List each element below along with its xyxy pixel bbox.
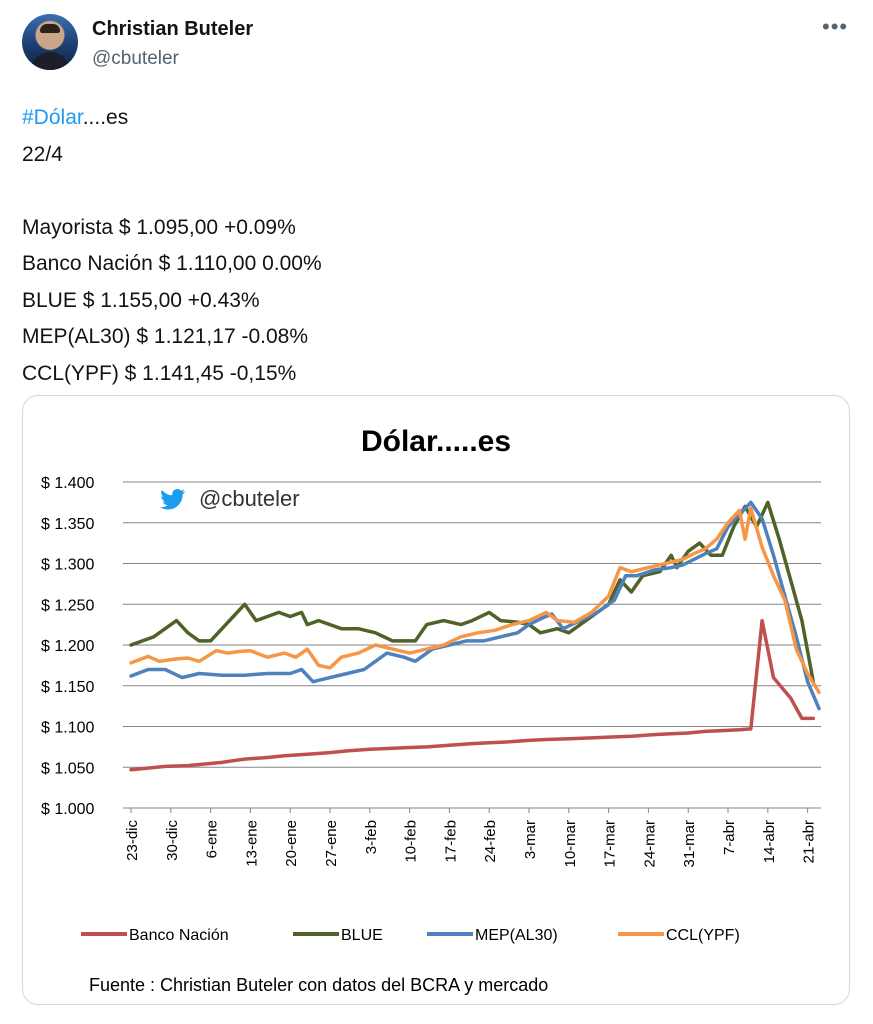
legend-label: MEP(AL30) [475, 927, 558, 944]
legend-label: BLUE [341, 927, 383, 944]
tweet-date: 22/4 [22, 142, 63, 166]
x-tick-label: 24-feb [482, 820, 499, 863]
author-name[interactable]: Christian Buteler [92, 18, 254, 40]
x-tick-label: 3-feb [363, 820, 380, 854]
x-tick-label: 17-feb [442, 820, 459, 863]
chart-source: Fuente : Christian Buteler con datos del… [89, 975, 548, 995]
x-tick-label: 31-mar [681, 820, 698, 868]
series-line-banco-naci-n [129, 618, 816, 772]
x-tick-label: 30-dic [164, 820, 181, 861]
y-tick-label: $ 1.150 [41, 679, 94, 696]
y-tick-label: $ 1.350 [41, 516, 94, 533]
x-tick-label: 13-ene [243, 820, 260, 867]
quote-line: Banco Nación $ 1.110,00 0.00% [22, 252, 322, 275]
tweet-text: #Dólar....es 22/4 Mayorista $ 1.095,00 +… [22, 100, 322, 392]
y-tick-label: $ 1.400 [41, 475, 94, 492]
x-tick-label: 3-mar [522, 820, 539, 859]
y-tick-label: $ 1.200 [41, 638, 94, 655]
y-tick-label: $ 1.050 [41, 760, 94, 777]
avatar[interactable] [22, 14, 78, 70]
tweet-media-image[interactable]: Dólar.....es $ 1.000 $ 1.050 $ 1.100 $ 1.150… [22, 395, 850, 1005]
x-tick-label: 7-abr [721, 820, 738, 855]
x-tick-label: 21-abr [801, 820, 818, 863]
tweet-title-line: #Dólar....es [22, 100, 322, 137]
series-line-ccl-ypf- [129, 506, 821, 695]
quote-line: MEP(AL30) $ 1.121,17 -0.08% [22, 325, 309, 348]
x-tick-label: 10-feb [403, 820, 420, 863]
twitter-bird-icon [160, 489, 186, 510]
x-tick-label: 27-ene [323, 820, 340, 867]
y-tick-label: $ 1.250 [41, 597, 94, 614]
x-tick-label: 17-mar [602, 820, 619, 868]
series-line-mep-al30- [129, 500, 821, 711]
tweet-title-suffix: ....es [82, 106, 129, 129]
quote-line: Mayorista $ 1.095,00 +0.09% [22, 215, 296, 239]
series-line-blue [129, 500, 816, 684]
x-tick-label: 20-ene [283, 820, 300, 867]
chart-watermark: @cbuteler [199, 486, 300, 511]
author-handle[interactable]: @cbuteler [92, 48, 179, 69]
more-options-icon[interactable]: ••• [822, 14, 849, 39]
hashtag-link[interactable]: #Dólar [22, 106, 83, 129]
dollar-chart: Dólar.....es $ 1.000 $ 1.050 $ 1.100 $ 1.150… [41, 425, 821, 995]
x-tick-label: 24-mar [641, 820, 658, 868]
legend-label: Banco Nación [129, 927, 229, 944]
y-tick-label: $ 1.000 [41, 801, 94, 818]
y-tick-label: $ 1.300 [41, 557, 94, 574]
blank-line [22, 173, 322, 210]
x-tick-label: 23-dic [124, 820, 141, 861]
chart-title: Dólar.....es [361, 425, 511, 458]
x-tick-label: 6-ene [204, 820, 221, 858]
quote-line: BLUE $ 1.155,00 +0.43% [22, 288, 260, 312]
y-tick-label: $ 1.100 [41, 720, 94, 737]
x-tick-label: 14-abr [761, 820, 778, 863]
legend-label: CCL(YPF) [666, 927, 740, 944]
x-tick-label: 10-mar [562, 820, 579, 868]
quote-line: CCL(YPF) $ 1.141,45 -0,15% [22, 361, 297, 385]
